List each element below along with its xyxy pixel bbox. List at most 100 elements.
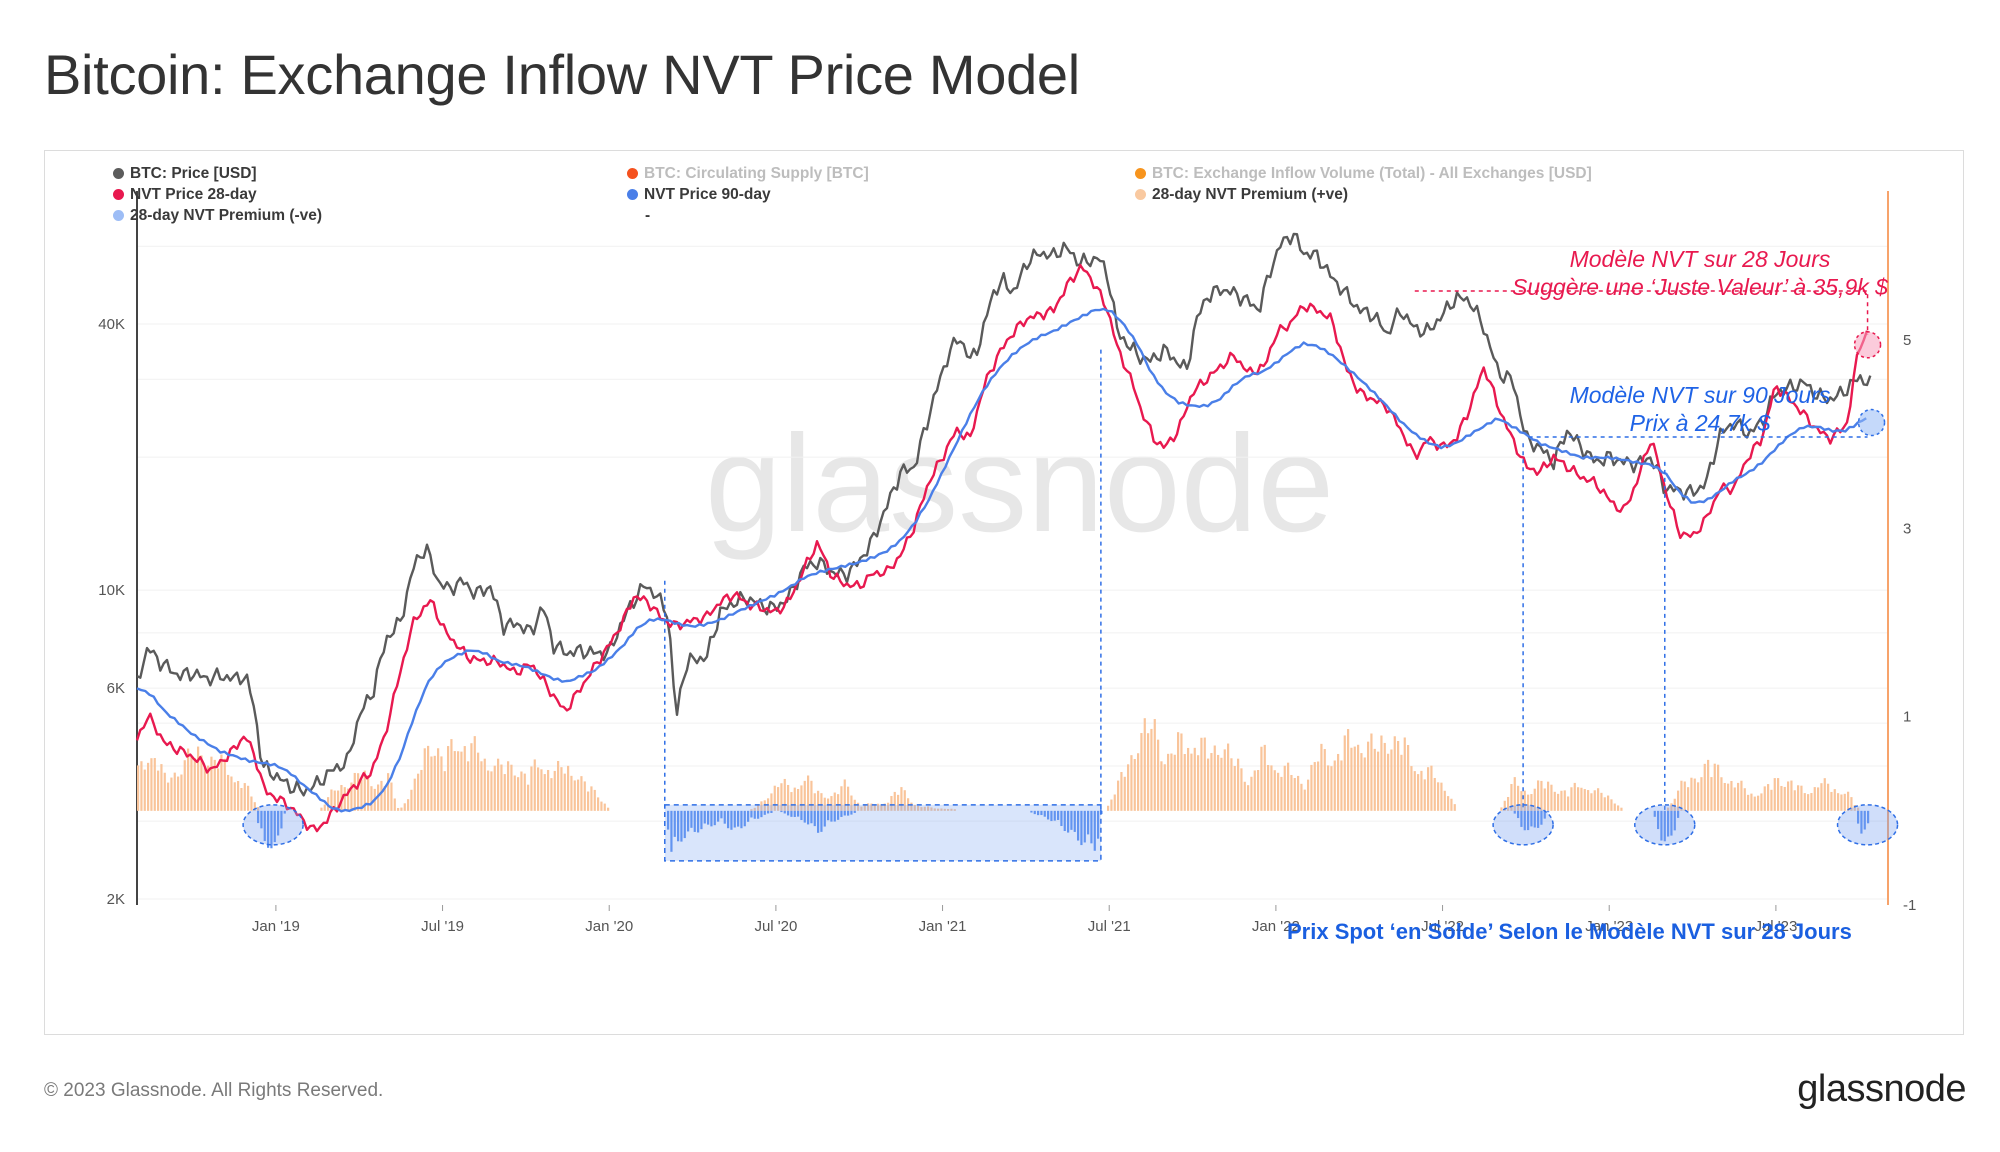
nvt28-marker-circle [1853, 331, 1882, 359]
premium-positive-bar [1400, 754, 1403, 811]
premium-positive-bar [1567, 796, 1570, 811]
premium-negative-bar [750, 810, 753, 818]
premium-positive-bar [1677, 790, 1680, 811]
premium-negative-bar [720, 810, 723, 819]
premium-positive-bar [1573, 782, 1576, 811]
premium-positive-bar [1183, 754, 1186, 811]
premium-negative-bar [1670, 810, 1673, 836]
premium-positive-bar [503, 774, 506, 811]
premium-positive-bar [1257, 770, 1260, 811]
premium-positive-bar [873, 805, 876, 811]
premium-positive-bar [190, 756, 193, 811]
premium-positive-bar [1593, 790, 1596, 811]
premium-positive-bar [1507, 796, 1510, 811]
premium-positive-bar [550, 778, 553, 811]
premium-positive-bar [1393, 736, 1396, 811]
premium-positive-bar [257, 807, 260, 811]
premium-negative-bar [683, 810, 686, 839]
legend-dot-icon [627, 168, 638, 179]
premium-positive-bar [587, 791, 590, 811]
premium-negative-bar [277, 810, 280, 836]
legend-item-exchange-inflow[interactable]: BTC: Exchange Inflow Volume (Total) - Al… [1135, 165, 1592, 183]
premium-negative-bar [743, 810, 746, 827]
premium-positive-bar [940, 808, 943, 811]
premium-positive-bar [837, 794, 840, 811]
legend-item-premium-positive[interactable]: 28-day NVT Premium (+ve) [1135, 186, 1348, 204]
premium-negative-bar [790, 810, 793, 817]
legend-label: BTC: Exchange Inflow Volume (Total) - Al… [1152, 165, 1592, 182]
premium-positive-bar [1243, 781, 1246, 811]
premium-negative-bar [1083, 810, 1086, 843]
premium-negative-bar [257, 810, 260, 824]
premium-positive-bar [563, 773, 566, 811]
premium-positive-bar [1167, 753, 1170, 811]
premium-positive-bar [1193, 747, 1196, 811]
premium-negative-bar [1673, 810, 1676, 831]
premium-positive-bar [1437, 782, 1440, 811]
discount-marker-ellipse [1492, 804, 1554, 846]
premium-positive-bar [430, 756, 433, 811]
premium-positive-bar [227, 774, 230, 811]
premium-positive-bar [1837, 793, 1840, 811]
premium-positive-bar [1840, 794, 1843, 811]
premium-positive-bar [160, 764, 163, 811]
premium-positive-bar [1180, 733, 1183, 811]
premium-positive-bar [1343, 735, 1346, 811]
premium-positive-bar [427, 745, 430, 811]
premium-positive-bar [1713, 763, 1716, 811]
premium-negative-bar [1093, 810, 1096, 851]
premium-positive-bar [1323, 749, 1326, 811]
premium-positive-bar [887, 802, 890, 811]
premium-negative-bar [823, 810, 826, 827]
premium-negative-bar [807, 810, 810, 825]
premium-positive-bar [1687, 787, 1690, 811]
premium-positive-bar [1847, 791, 1850, 811]
legend-item-btc-price[interactable]: BTC: Price [USD] [113, 165, 257, 183]
premium-positive-bar [1427, 767, 1430, 811]
premium-negative-bar [1863, 810, 1866, 830]
premium-positive-bar [337, 790, 340, 811]
premium-positive-bar [797, 789, 800, 811]
premium-positive-bar [1590, 793, 1593, 811]
premium-positive-bar [1433, 777, 1436, 811]
premium-positive-bar [1857, 807, 1860, 811]
legend-item-nvt-28[interactable]: NVT Price 28-day [113, 186, 257, 204]
premium-positive-bar [1367, 741, 1370, 811]
annotation-nvt90-line2: Prix à 24,7k $ [1629, 410, 1771, 436]
legend-label: BTC: Price [USD] [130, 165, 257, 182]
premium-positive-bar [1347, 729, 1350, 811]
premium-positive-bar [1447, 796, 1450, 811]
premium-positive-bar [810, 780, 813, 811]
premium-positive-bar [150, 758, 153, 811]
premium-positive-bar [1777, 778, 1780, 811]
premium-positive-bar [1817, 787, 1820, 811]
premium-positive-bar [240, 787, 243, 811]
premium-positive-bar [1743, 788, 1746, 811]
premium-negative-bar [1537, 810, 1540, 828]
legend-item-premium-negative[interactable]: 28-day NVT Premium (-ve) [113, 207, 322, 225]
premium-positive-bar [137, 765, 140, 811]
legend-item-circulating-supply[interactable]: BTC: Circulating Supply [BTC] [627, 165, 869, 183]
premium-positive-bar [1307, 779, 1310, 811]
premium-positive-bar [1217, 754, 1220, 811]
premium-positive-bar [833, 792, 836, 811]
premium-positive-bar [183, 760, 186, 811]
premium-positive-bar [1690, 777, 1693, 811]
premium-positive-bar [1177, 732, 1180, 811]
legend-label: NVT Price 90-day [644, 186, 771, 203]
premium-positive-bar [323, 804, 326, 811]
premium-negative-bar [1867, 810, 1870, 824]
annotation-nvt28: Modèle NVT sur 28 Jours Suggère une ‘Jus… [1445, 245, 1955, 301]
premium-negative-bar [1677, 810, 1680, 818]
premium-negative-bar [800, 810, 803, 821]
annotation-nvt90: Modèle NVT sur 90 Jours Prix à 24,7k $ [1495, 381, 1905, 437]
premium-positive-bar [1737, 782, 1740, 811]
premium-positive-bar [490, 771, 493, 811]
premium-negative-bar [1063, 810, 1066, 831]
premium-positive-bar [1380, 735, 1383, 811]
premium-positive-bar [523, 773, 526, 811]
premium-negative-bar [283, 810, 286, 814]
legend-item-nvt-90[interactable]: NVT Price 90-day [627, 186, 771, 204]
x-tick-label: Jul '23 [1754, 918, 1797, 935]
premium-positive-bar [780, 783, 783, 811]
